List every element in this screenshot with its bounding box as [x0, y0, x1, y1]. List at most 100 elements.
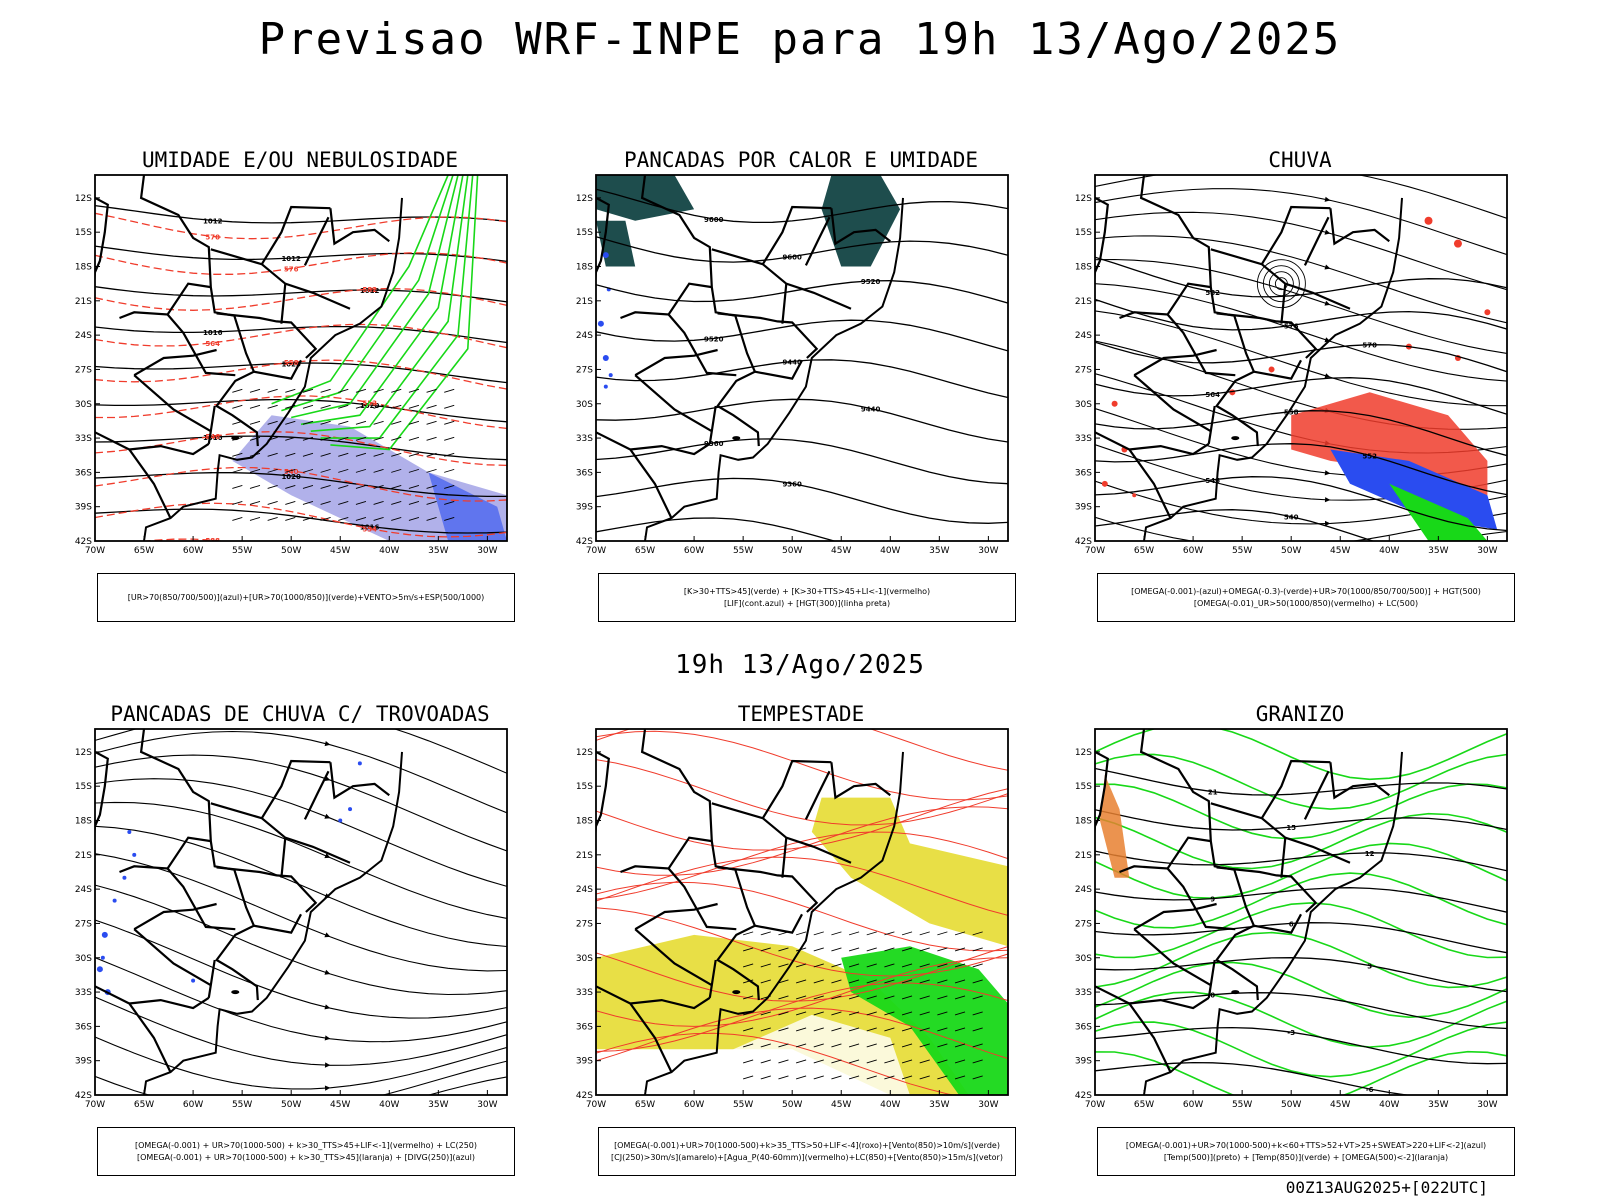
state-border — [781, 837, 788, 878]
wind-vector — [338, 420, 349, 425]
wind-vector — [937, 947, 948, 952]
x-tick-label: 60W — [183, 1100, 203, 1110]
x-tick-label: 35W — [428, 1100, 448, 1110]
legend-caption: [OMEGA(-0.001)+UR>70(1000-500)+k<60+TTS>… — [1097, 1127, 1515, 1176]
map-plot: 9600 9600 9520 9520 9440 9440 9360 9360 9280 70W 6… — [576, 174, 1009, 556]
wind-vector — [391, 516, 402, 521]
state-border — [804, 770, 831, 820]
wind-vector — [972, 1075, 983, 1080]
streamline — [1095, 310, 1507, 407]
wind-vector — [954, 1011, 966, 1016]
lake-marker — [732, 436, 741, 441]
wind-vector — [884, 1059, 895, 1064]
y-tick-label: 39S — [576, 1057, 593, 1067]
wind-vector — [954, 1043, 966, 1048]
streamline — [95, 801, 507, 919]
y-tick-label: 30S — [75, 400, 92, 410]
wind-vector — [267, 516, 278, 521]
y-tick-label: 12S — [576, 194, 593, 204]
y-tick-label: 27S — [75, 365, 92, 375]
wind-vector — [249, 516, 261, 521]
x-tick-label: 70W — [85, 1100, 105, 1110]
wind-vector — [866, 979, 877, 984]
y-tick-label: 21S — [576, 297, 593, 307]
x-tick-label: 50W — [782, 1100, 802, 1110]
y-tick-label: 24S — [75, 885, 92, 895]
wind-vector — [848, 1075, 860, 1080]
cell-patch — [100, 955, 105, 960]
y-tick-label: 15S — [576, 782, 593, 792]
y-tick-label: 36S — [75, 468, 92, 478]
wind-vector — [831, 947, 842, 952]
temp850-line — [1095, 931, 1507, 989]
state-border — [95, 750, 109, 827]
panel-granizo: GRANIZO 21 15 12 9 6 3 0 -3 -6 -9 70W 65W 60W 55W 50W 4… — [1065, 702, 1535, 1176]
contour-line — [95, 325, 507, 344]
wind-vector — [373, 452, 384, 457]
caption-line-2: [OMEGA(-0.01)_UR>50(1000/850)(vermelho) … — [1193, 598, 1419, 608]
state-border — [1329, 762, 1390, 800]
streamline — [95, 919, 507, 1019]
panel-pancadas-calor: PANCADAS POR CALOR E UMIDADE 9600 9600 952… — [566, 148, 1036, 622]
wind-vector — [391, 500, 402, 505]
temp850-line — [1095, 902, 1507, 959]
state-border — [708, 405, 717, 444]
wind-vector — [426, 468, 437, 473]
wind-vector — [954, 1027, 966, 1032]
x-tick-label: 30W — [1477, 1100, 1497, 1110]
contour-line — [95, 502, 507, 538]
y-tick-label: 27S — [1075, 365, 1092, 375]
contour-label: 6 — [1289, 920, 1294, 928]
wind-vector — [232, 468, 243, 473]
state-border — [139, 729, 259, 1001]
legend-caption: [OMEGA(-0.001) + UR>70(1000-500) + k>30_… — [97, 1127, 515, 1176]
y-tick-label: 33S — [576, 434, 593, 444]
state-border — [329, 208, 390, 246]
x-tick-label: 40W — [1379, 546, 1399, 556]
y-tick-label: 30S — [576, 400, 593, 410]
temp850-line — [1095, 783, 1507, 840]
streamline — [95, 754, 507, 852]
wind-vector — [267, 500, 278, 505]
temp850-line — [1095, 1050, 1507, 1095]
state-border — [133, 374, 212, 433]
x-tick-label: 35W — [929, 546, 949, 556]
wind-vector — [760, 1059, 771, 1064]
wind-vector — [778, 995, 789, 1000]
wind-vector — [848, 1043, 860, 1048]
axis-ticks: 70W 65W 60W 55W 50W 45W 40W 35W 30W 12S 15S 18S 21S 2… — [75, 194, 498, 556]
x-tick-label: 55W — [1232, 1100, 1252, 1110]
contour-line — [95, 466, 507, 502]
contour-label: -3 — [1287, 1029, 1295, 1037]
panel-title: GRANIZO — [1255, 702, 1345, 726]
y-tick-label: 21S — [1075, 297, 1092, 307]
wind-vector — [972, 1043, 983, 1048]
streamline — [95, 957, 507, 1043]
y-tick-label: 33S — [75, 988, 92, 998]
x-tick-label: 45W — [1330, 1100, 1350, 1110]
wind-vector — [937, 1011, 948, 1016]
wind-vector — [937, 931, 948, 936]
streamline-arrow — [324, 1035, 331, 1041]
wind-vector — [901, 979, 913, 984]
wind-vector — [937, 979, 948, 984]
streamline — [95, 729, 507, 774]
state-border — [630, 442, 711, 456]
x-tick-label: 30W — [978, 1100, 998, 1110]
contour-label: 1012 — [360, 287, 380, 295]
wind-vector — [285, 452, 296, 457]
y-tick-label: 36S — [1075, 1022, 1092, 1032]
contour-line — [1095, 443, 1507, 496]
wind-vector — [972, 1027, 983, 1032]
wind-vector — [831, 1043, 842, 1048]
state-border — [717, 312, 819, 359]
wind-vector — [426, 388, 437, 393]
wind-vector — [795, 1075, 807, 1080]
contour-line — [596, 438, 1008, 485]
x-tick-label: 70W — [85, 546, 105, 556]
wind-vector — [249, 500, 261, 505]
temp850-line — [1095, 842, 1507, 900]
rain-area — [1389, 483, 1488, 541]
wind-vector — [285, 516, 296, 521]
wind-vector — [408, 516, 420, 521]
